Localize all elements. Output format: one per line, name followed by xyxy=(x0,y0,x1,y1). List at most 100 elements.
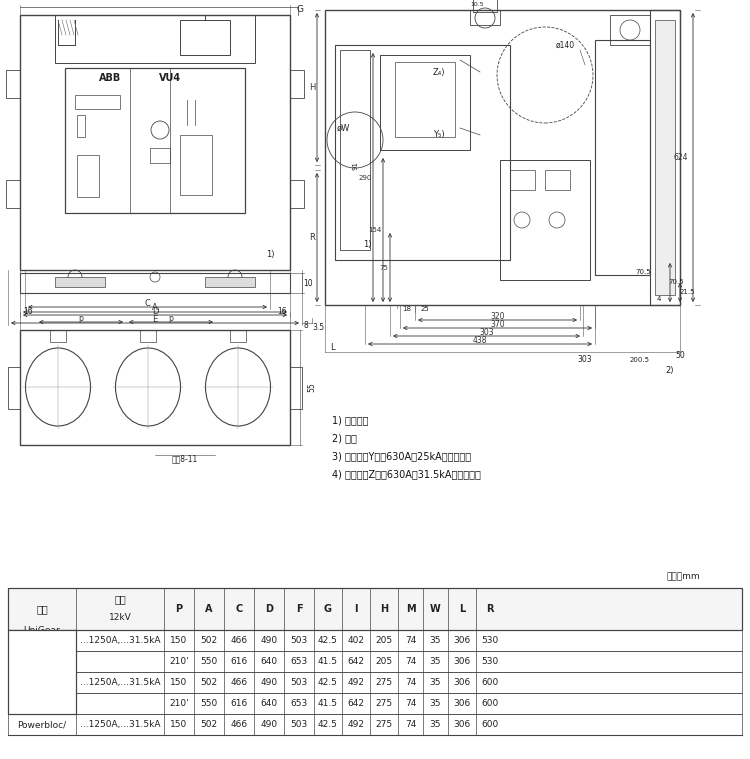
Text: 303: 303 xyxy=(578,355,592,364)
Text: 306: 306 xyxy=(453,657,471,666)
Text: 600: 600 xyxy=(482,678,499,687)
Bar xyxy=(20,273,290,293)
Bar xyxy=(8,672,742,693)
Text: 42.5: 42.5 xyxy=(318,636,338,645)
Text: 210': 210' xyxy=(170,699,189,708)
Text: p: p xyxy=(79,314,83,323)
Text: 306: 306 xyxy=(453,699,471,708)
Text: 502: 502 xyxy=(200,636,217,645)
Text: 42.5: 42.5 xyxy=(318,678,338,687)
Bar xyxy=(290,367,302,409)
Text: p: p xyxy=(169,314,173,323)
Text: 600: 600 xyxy=(482,720,499,729)
Text: 502: 502 xyxy=(200,678,217,687)
Text: H: H xyxy=(380,604,388,614)
Text: 行程8-11: 行程8-11 xyxy=(172,455,198,464)
Text: 550: 550 xyxy=(200,657,217,666)
Bar xyxy=(290,70,304,98)
Text: ...1250A,...31.5kA: ...1250A,...31.5kA xyxy=(80,720,160,729)
Bar xyxy=(8,588,742,630)
Bar xyxy=(20,15,290,270)
Bar xyxy=(8,630,76,714)
Text: 16: 16 xyxy=(278,307,286,317)
Text: E: E xyxy=(152,315,157,324)
Text: 74: 74 xyxy=(405,699,416,708)
Text: M: M xyxy=(406,604,416,614)
Text: C: C xyxy=(145,299,151,308)
Text: 653: 653 xyxy=(290,699,308,708)
Text: 3.5: 3.5 xyxy=(312,323,324,332)
Bar xyxy=(6,180,20,208)
Bar xyxy=(500,160,590,280)
Text: 74: 74 xyxy=(405,636,416,645)
Bar xyxy=(470,10,500,25)
Text: 530: 530 xyxy=(482,657,499,666)
Text: P: P xyxy=(176,604,182,614)
Text: R: R xyxy=(486,604,494,614)
Text: 600: 600 xyxy=(482,699,499,708)
Text: 642: 642 xyxy=(347,657,364,666)
Text: D: D xyxy=(152,307,158,316)
Bar xyxy=(8,693,742,714)
Bar xyxy=(395,62,455,137)
Text: 16: 16 xyxy=(23,307,33,317)
Text: 640: 640 xyxy=(260,699,278,708)
Text: 275: 275 xyxy=(376,678,392,687)
Text: Z₄): Z₄) xyxy=(433,68,445,77)
Text: 1): 1) xyxy=(266,250,274,260)
Bar xyxy=(8,630,76,714)
Text: 41.5: 41.5 xyxy=(318,657,338,666)
Text: 55: 55 xyxy=(308,382,316,392)
Text: 200.5: 200.5 xyxy=(630,357,650,363)
Text: 640: 640 xyxy=(260,657,278,666)
Text: 210': 210' xyxy=(170,657,189,666)
Text: 616: 616 xyxy=(230,657,248,666)
Text: 370: 370 xyxy=(490,320,505,329)
Text: 303: 303 xyxy=(479,328,494,337)
Text: ABB: ABB xyxy=(99,73,122,83)
Text: 91: 91 xyxy=(352,160,358,169)
Bar xyxy=(180,135,212,195)
Bar xyxy=(380,55,470,150)
Bar xyxy=(55,15,255,63)
Text: ø140: ø140 xyxy=(556,40,574,49)
Bar xyxy=(595,40,650,275)
Text: UniGear
ZS1
开关柜/: UniGear ZS1 开关柜/ xyxy=(24,625,60,656)
Text: 466: 466 xyxy=(230,636,248,645)
Text: 42.5: 42.5 xyxy=(318,720,338,729)
Text: 74: 74 xyxy=(405,678,416,687)
Text: 150: 150 xyxy=(170,636,188,645)
Text: C: C xyxy=(236,604,243,614)
Text: 35: 35 xyxy=(430,678,441,687)
Text: 10.5: 10.5 xyxy=(470,2,484,8)
Text: H: H xyxy=(309,83,315,92)
Bar xyxy=(205,277,255,287)
Text: øW: øW xyxy=(336,124,350,133)
Bar xyxy=(335,45,510,260)
Text: 74: 74 xyxy=(405,720,416,729)
Text: 320: 320 xyxy=(490,312,505,321)
Text: 490: 490 xyxy=(260,720,278,729)
Text: 35: 35 xyxy=(430,720,441,729)
Text: 21.5: 21.5 xyxy=(680,289,694,295)
Text: A: A xyxy=(152,304,157,313)
Text: I: I xyxy=(354,604,358,614)
Bar xyxy=(8,630,742,651)
Bar xyxy=(180,20,230,55)
Text: 492: 492 xyxy=(347,678,364,687)
Bar xyxy=(8,367,20,409)
Text: 50: 50 xyxy=(675,351,685,361)
Text: 18: 18 xyxy=(403,306,412,312)
Bar xyxy=(150,148,170,163)
Text: 290: 290 xyxy=(358,175,372,181)
Text: F: F xyxy=(296,604,302,614)
Text: 柜型: 柜型 xyxy=(36,604,48,614)
Text: G: G xyxy=(296,5,304,14)
Text: G: G xyxy=(324,604,332,614)
Text: 4: 4 xyxy=(657,296,662,302)
Bar xyxy=(140,330,156,342)
Text: 275: 275 xyxy=(376,699,392,708)
Text: 10: 10 xyxy=(303,279,313,288)
Text: 306: 306 xyxy=(453,720,471,729)
Text: 74: 74 xyxy=(405,657,416,666)
